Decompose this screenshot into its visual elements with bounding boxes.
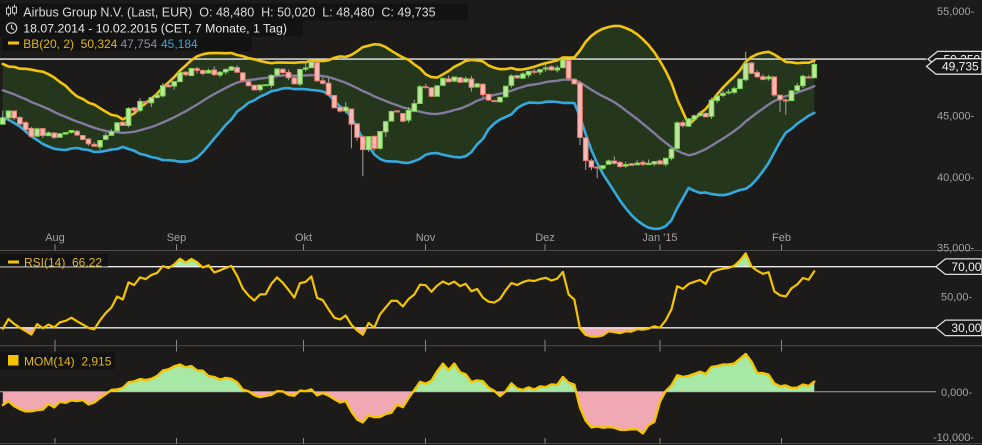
svg-text:Airbus Group N.V. (Last, EUR): Airbus Group N.V. (Last, EUR) O: 48,480 …	[23, 5, 435, 19]
svg-text:-10,000-: -10,000-	[933, 432, 974, 444]
svg-text:35,000-: 35,000-	[937, 243, 975, 255]
svg-text:Aug: Aug	[45, 232, 65, 244]
svg-text:Sep: Sep	[167, 232, 187, 244]
svg-text:30,00: 30,00	[951, 321, 981, 335]
svg-text:RSI(14) 66,22: RSI(14) 66,22	[24, 255, 102, 269]
svg-text:70,00: 70,00	[951, 260, 981, 274]
svg-text:40,000-: 40,000-	[937, 172, 975, 184]
svg-text:47,754: 47,754	[121, 37, 158, 51]
svg-text:45,184: 45,184	[161, 37, 198, 51]
svg-text:50,00-: 50,00-	[941, 292, 973, 304]
svg-text:55,000-: 55,000-	[937, 6, 975, 18]
svg-text:Dez: Dez	[535, 232, 555, 244]
svg-text:Okt: Okt	[295, 232, 312, 244]
svg-text:18.07.2014 - 10.02.2015 (CET,: 18.07.2014 - 10.02.2015 (CET, 7 Monate, …	[23, 21, 287, 35]
svg-text:45,000-: 45,000-	[937, 111, 975, 123]
svg-text:Feb: Feb	[772, 232, 791, 244]
svg-text:Jan '15: Jan '15	[642, 232, 677, 244]
svg-text:0,000-: 0,000-	[941, 387, 973, 399]
svg-text:49,735: 49,735	[942, 60, 979, 74]
svg-text:BB(20, 2) 50,324: BB(20, 2) 50,324	[23, 37, 117, 51]
svg-text:MOM(14) 2,915: MOM(14) 2,915	[24, 354, 112, 368]
svg-text:Nov: Nov	[416, 232, 436, 244]
